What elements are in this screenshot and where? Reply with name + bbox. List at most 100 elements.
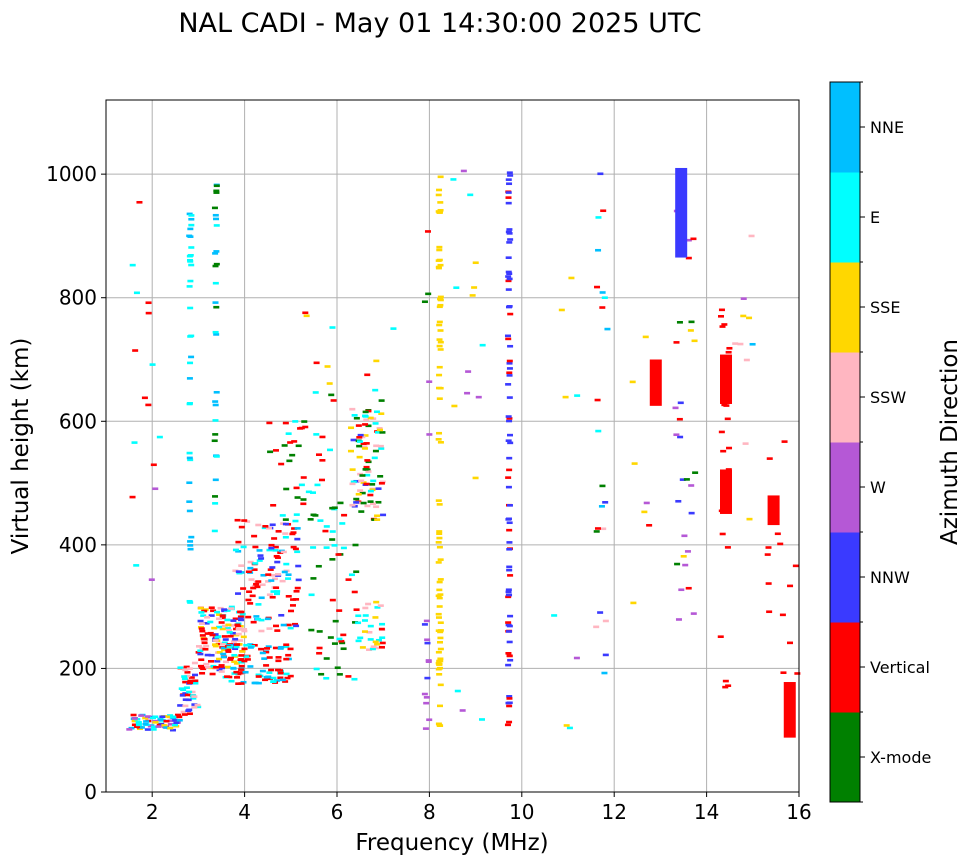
echo-point [369, 483, 376, 486]
echo-point [231, 653, 238, 657]
echo-point [244, 658, 251, 661]
echo-point [323, 657, 330, 660]
echo-point [285, 594, 292, 598]
echo-point [685, 256, 692, 260]
echo-point [275, 668, 282, 672]
echo-point [235, 540, 242, 544]
echo-point [169, 728, 176, 732]
echo-point [266, 627, 273, 630]
echo-point [364, 459, 371, 462]
echo-point [378, 399, 385, 402]
echo-point [184, 693, 191, 697]
echo-point [211, 529, 218, 533]
echo-point [220, 655, 227, 659]
echo-point [436, 245, 443, 249]
echo-point [506, 419, 513, 423]
echo-point [777, 542, 784, 546]
echo-point [152, 721, 159, 724]
echo-point [719, 325, 726, 328]
colorbar-segment [830, 622, 860, 713]
echo-point [274, 629, 281, 632]
echo-point [336, 673, 343, 676]
x-tick-label: 2 [146, 800, 159, 824]
echo-point [287, 441, 294, 444]
echo-point [167, 714, 174, 717]
echo-point [594, 527, 601, 530]
echo-point [307, 518, 314, 521]
echo-point [275, 656, 282, 659]
echo-point [266, 421, 273, 425]
echo-point [348, 573, 355, 577]
echo-point [359, 474, 366, 477]
echo-point [507, 614, 514, 618]
echo-point [435, 541, 442, 544]
echo-point [361, 445, 368, 449]
echo-point [282, 680, 289, 683]
echo-point [675, 618, 682, 621]
echo-point [211, 206, 218, 210]
echo-point [235, 570, 242, 573]
echo-point [289, 453, 296, 457]
echo-point [365, 470, 372, 473]
echo-point [280, 623, 287, 627]
echo-point [150, 463, 157, 467]
echo-point [506, 396, 513, 399]
echo-point [266, 677, 273, 681]
echo-point [436, 397, 443, 400]
echo-point [252, 562, 259, 565]
echo-point [182, 704, 189, 708]
echo-point [374, 642, 381, 646]
echo-point [641, 510, 648, 514]
echo-point [374, 606, 381, 609]
echo-point [135, 723, 142, 727]
echo-point [379, 636, 386, 640]
echo-point [133, 291, 140, 295]
echo-point [326, 382, 333, 385]
echo-point [290, 545, 297, 549]
echo-point [235, 632, 242, 636]
echo-point [435, 612, 442, 616]
echo-point [150, 728, 157, 731]
echo-point [424, 676, 431, 680]
echo-point [377, 474, 384, 478]
echo-point [191, 703, 198, 706]
echo-point [507, 312, 514, 316]
echo-point [315, 564, 322, 568]
echo-point [372, 422, 379, 425]
echo-point [212, 400, 219, 403]
echo-point [263, 650, 270, 654]
echo-point [228, 605, 235, 609]
echo-point [362, 423, 369, 426]
echo-point [188, 217, 195, 221]
echo-point [176, 715, 183, 719]
echo-point [203, 621, 210, 625]
echo-point [186, 481, 193, 485]
echo-point [238, 525, 245, 529]
echo-point [357, 433, 364, 437]
echo-point [282, 535, 289, 539]
echo-point [378, 412, 385, 415]
echo-point [145, 311, 152, 315]
echo-point [505, 439, 512, 443]
echo-point [672, 406, 679, 410]
echo-point [460, 169, 467, 173]
echo-point [182, 698, 189, 701]
echo-point [426, 718, 433, 722]
echo-point [506, 704, 513, 708]
echo-point [506, 640, 513, 644]
echo-point [258, 647, 265, 651]
colorbar-tick-label: Vertical [870, 658, 930, 677]
echo-point [246, 590, 253, 594]
echo-point [186, 500, 193, 503]
echo-point [505, 230, 512, 234]
echo-point [594, 285, 601, 289]
echo-point [212, 644, 219, 648]
echo-point [287, 674, 294, 678]
echo-point [218, 621, 225, 624]
echo-point [478, 718, 485, 721]
echo-point [506, 701, 513, 705]
echo-point [212, 639, 219, 642]
echo-point [186, 690, 193, 694]
echo-point [199, 634, 206, 637]
echo-point [437, 175, 444, 179]
